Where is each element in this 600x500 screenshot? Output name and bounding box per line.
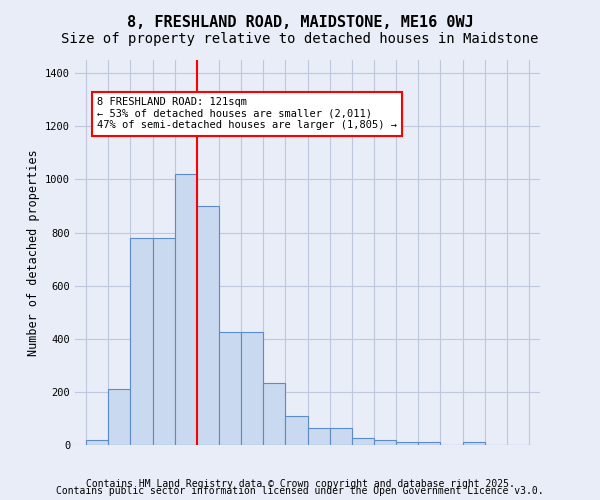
Bar bbox=[152, 238, 175, 445]
Y-axis label: Number of detached properties: Number of detached properties bbox=[26, 149, 40, 356]
Bar bbox=[86, 440, 108, 445]
Bar bbox=[219, 332, 241, 445]
Bar bbox=[308, 428, 329, 445]
Bar bbox=[374, 440, 396, 445]
Text: 8, FRESHLAND ROAD, MAIDSTONE, ME16 0WJ: 8, FRESHLAND ROAD, MAIDSTONE, ME16 0WJ bbox=[127, 15, 473, 30]
Bar bbox=[352, 438, 374, 445]
Bar bbox=[396, 442, 418, 445]
Bar bbox=[130, 238, 152, 445]
Text: Size of property relative to detached houses in Maidstone: Size of property relative to detached ho… bbox=[61, 32, 539, 46]
Bar bbox=[263, 382, 286, 445]
Bar bbox=[197, 206, 219, 445]
Bar bbox=[241, 332, 263, 445]
Bar bbox=[329, 428, 352, 445]
Bar bbox=[108, 389, 130, 445]
Text: Contains public sector information licensed under the Open Government Licence v3: Contains public sector information licen… bbox=[56, 486, 544, 496]
Text: Contains HM Land Registry data © Crown copyright and database right 2025.: Contains HM Land Registry data © Crown c… bbox=[86, 479, 514, 489]
Text: 8 FRESHLAND ROAD: 121sqm
← 53% of detached houses are smaller (2,011)
47% of sem: 8 FRESHLAND ROAD: 121sqm ← 53% of detach… bbox=[97, 97, 397, 130]
Bar bbox=[175, 174, 197, 445]
Bar bbox=[418, 442, 440, 445]
Bar bbox=[286, 416, 308, 445]
Bar bbox=[463, 442, 485, 445]
